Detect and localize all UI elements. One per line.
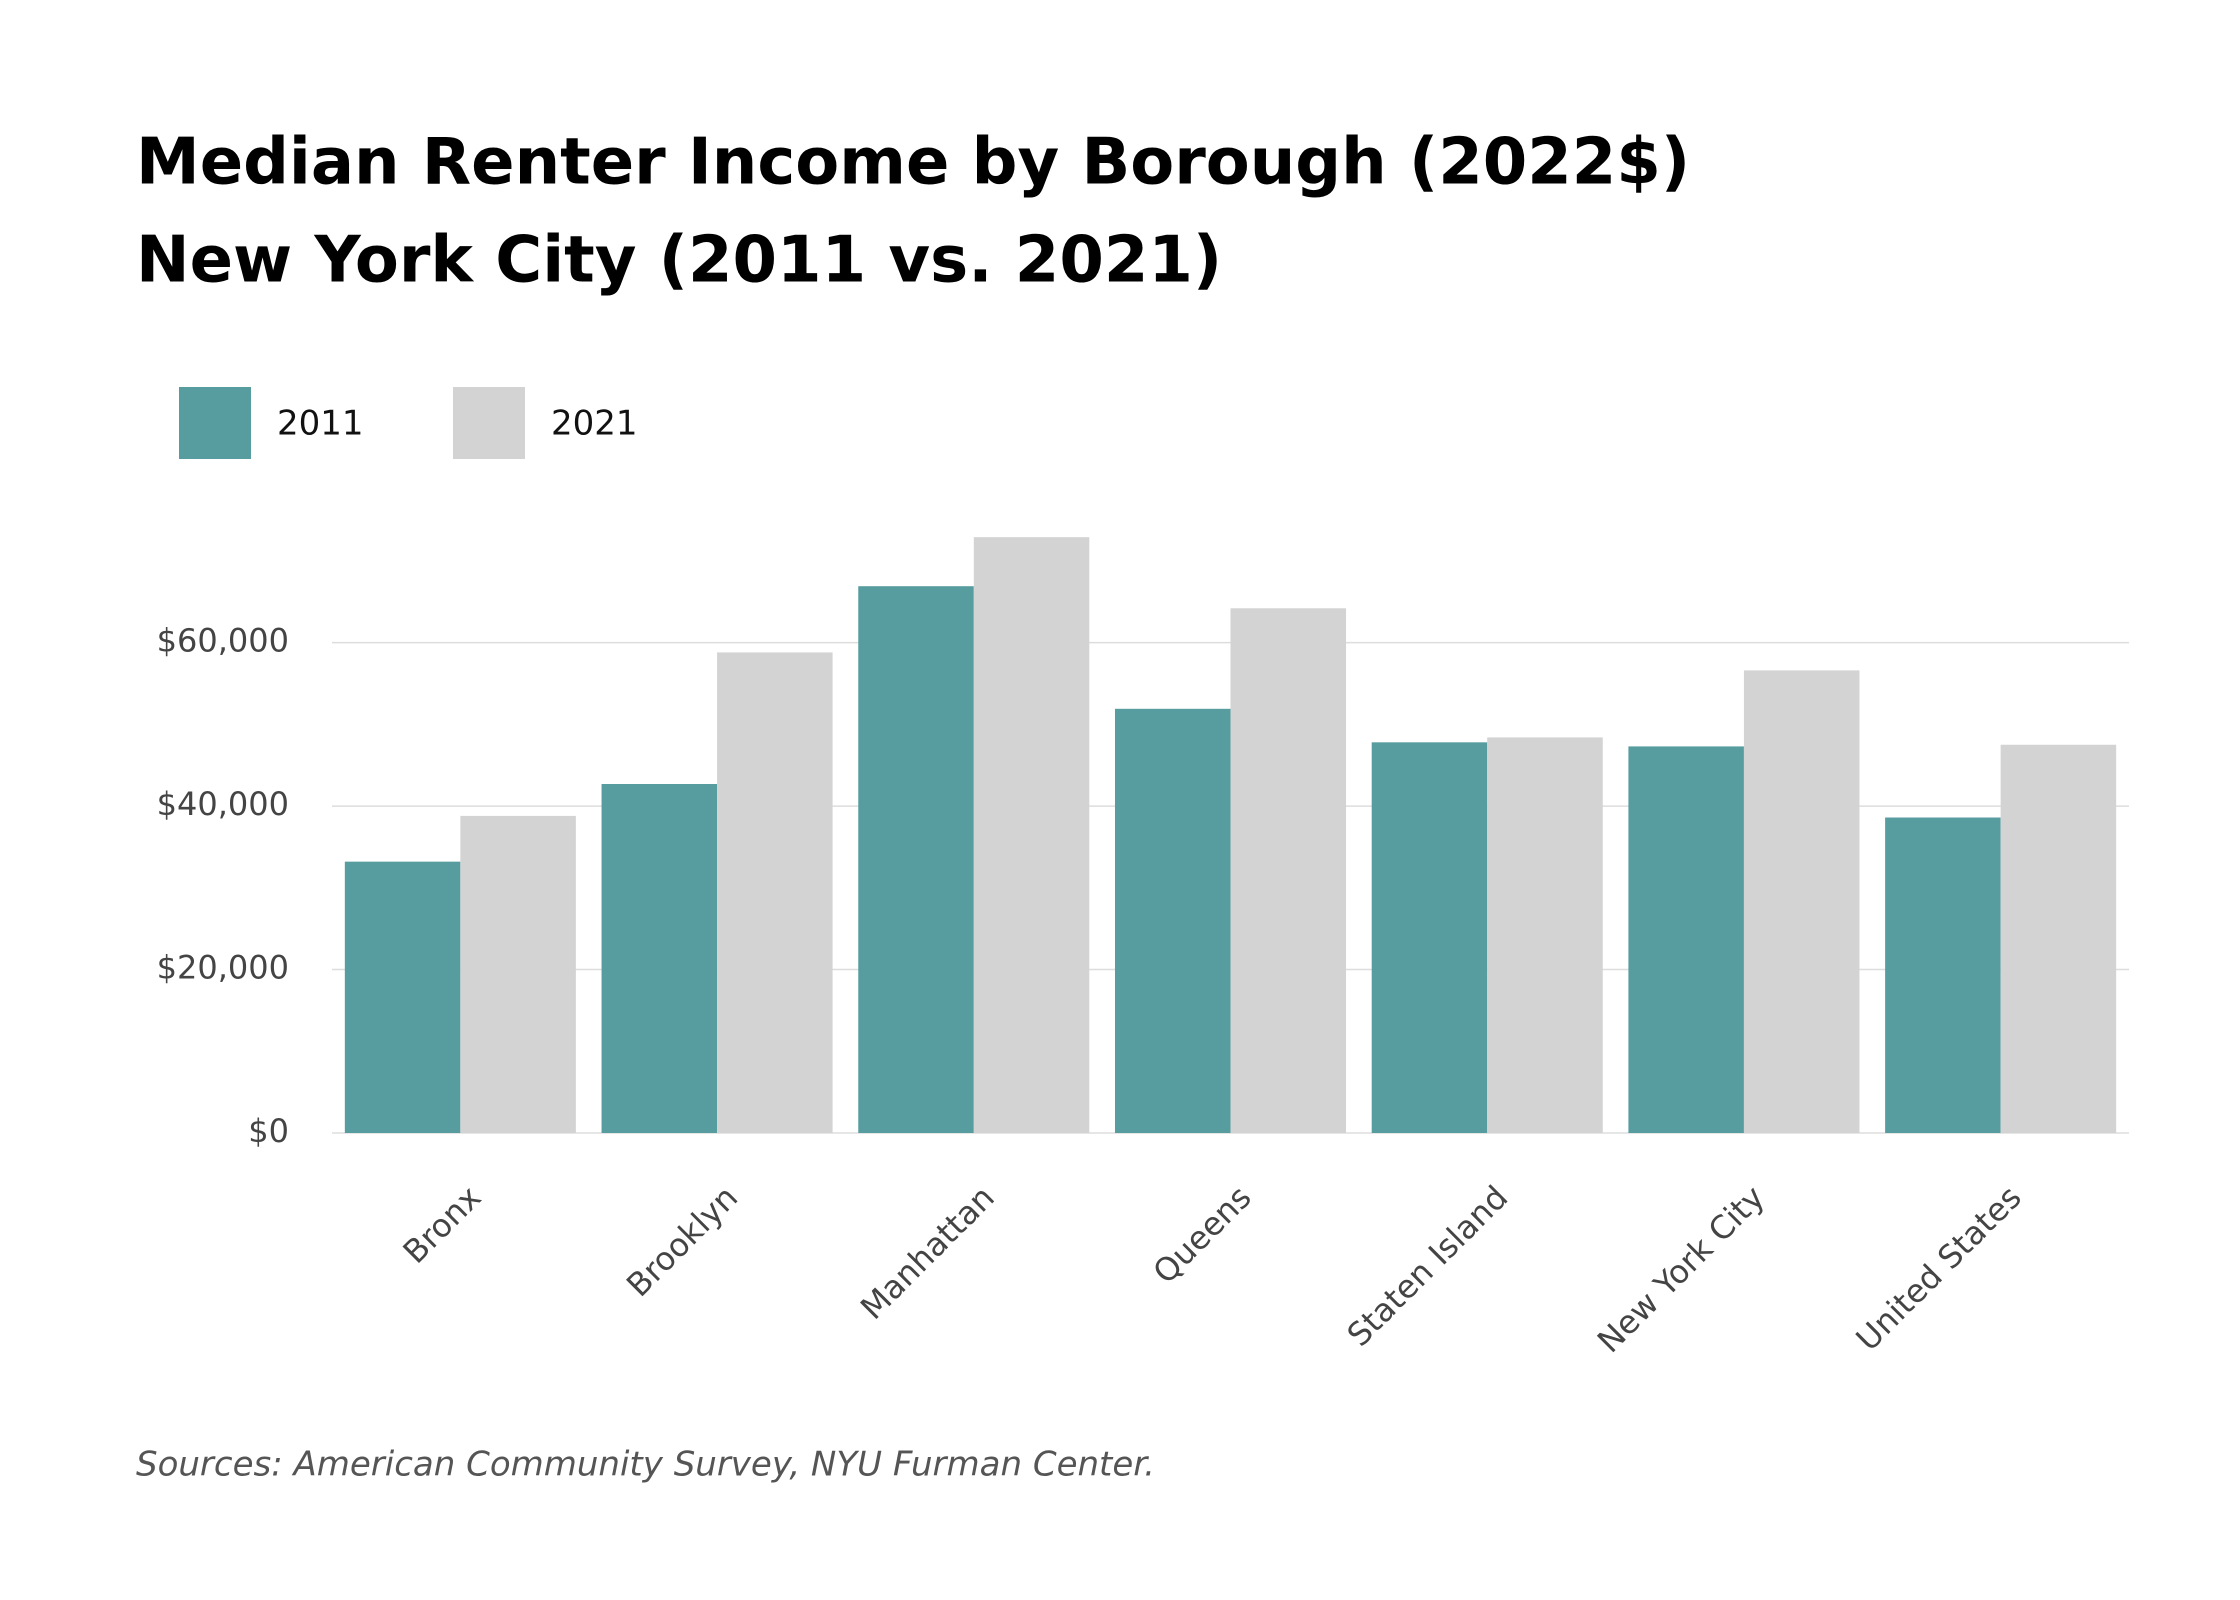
x-tick-label: Bronx [396, 1178, 489, 1271]
chart-title: Median Renter Income by Borough (2022$) [136, 126, 1690, 200]
y-tick-label: $40,000 [157, 785, 289, 823]
legend-swatch [179, 387, 251, 459]
bar [1487, 737, 1603, 1133]
bar [1230, 608, 1347, 1133]
legend-swatch [453, 387, 525, 459]
y-tick-label: $60,000 [157, 622, 289, 660]
y-tick-label: $20,000 [157, 949, 289, 987]
bar [1114, 708, 1231, 1133]
bar [1371, 742, 1488, 1133]
bar [344, 861, 461, 1133]
x-tick-label: Brooklyn [619, 1178, 745, 1304]
y-tick-label: $0 [248, 1112, 289, 1150]
legend-label: 2011 [277, 404, 364, 444]
x-tick-label: New York City [1590, 1178, 1772, 1360]
bar [1628, 746, 1744, 1133]
x-tick-label: Manhattan [853, 1178, 1002, 1327]
bar [717, 652, 833, 1133]
bar [460, 815, 576, 1133]
bar [858, 586, 974, 1133]
bar [1743, 670, 1860, 1133]
x-tick-label: United States [1849, 1178, 2029, 1358]
legend-label: 2021 [551, 404, 638, 444]
bar [2000, 744, 2117, 1133]
chart-subtitle: New York City (2011 vs. 2021) [136, 224, 1222, 298]
x-tick-label: Staten Island [1340, 1178, 1516, 1354]
bar [973, 537, 1090, 1133]
bar [601, 783, 718, 1133]
source-note: Sources: American Community Survey, NYU … [136, 1445, 1155, 1485]
x-tick-label: Queens [1146, 1178, 1259, 1291]
bar [1885, 817, 2001, 1133]
